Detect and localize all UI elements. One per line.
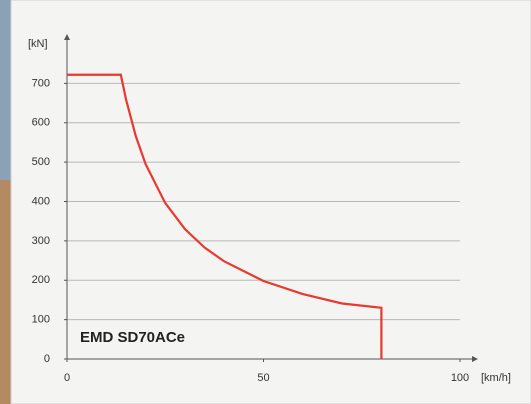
x-tick-label: 50 (257, 372, 269, 384)
y-unit: [kN] (28, 38, 48, 50)
series-line (67, 73, 383, 359)
y-tick-label: 400 (32, 195, 50, 207)
photo-strip-lower (0, 180, 12, 404)
y-tick-label: 0 (44, 353, 50, 365)
x-unit: [km/h] (481, 372, 511, 384)
y-tick-label: 100 (32, 314, 50, 326)
legend-label: EMD SD70ACe (80, 329, 185, 346)
x-axis-arrow (472, 356, 478, 362)
y-tick-label: 500 (32, 156, 50, 168)
y-tick-label: 600 (32, 117, 50, 129)
y-tick-label: 700 (32, 77, 50, 89)
x-tick-label: 100 (451, 372, 469, 384)
x-tick-label: 0 (64, 372, 70, 384)
y-tick-label: 200 (32, 274, 50, 286)
y-tick-label: 300 (32, 235, 50, 247)
y-axis-arrow (64, 34, 70, 40)
